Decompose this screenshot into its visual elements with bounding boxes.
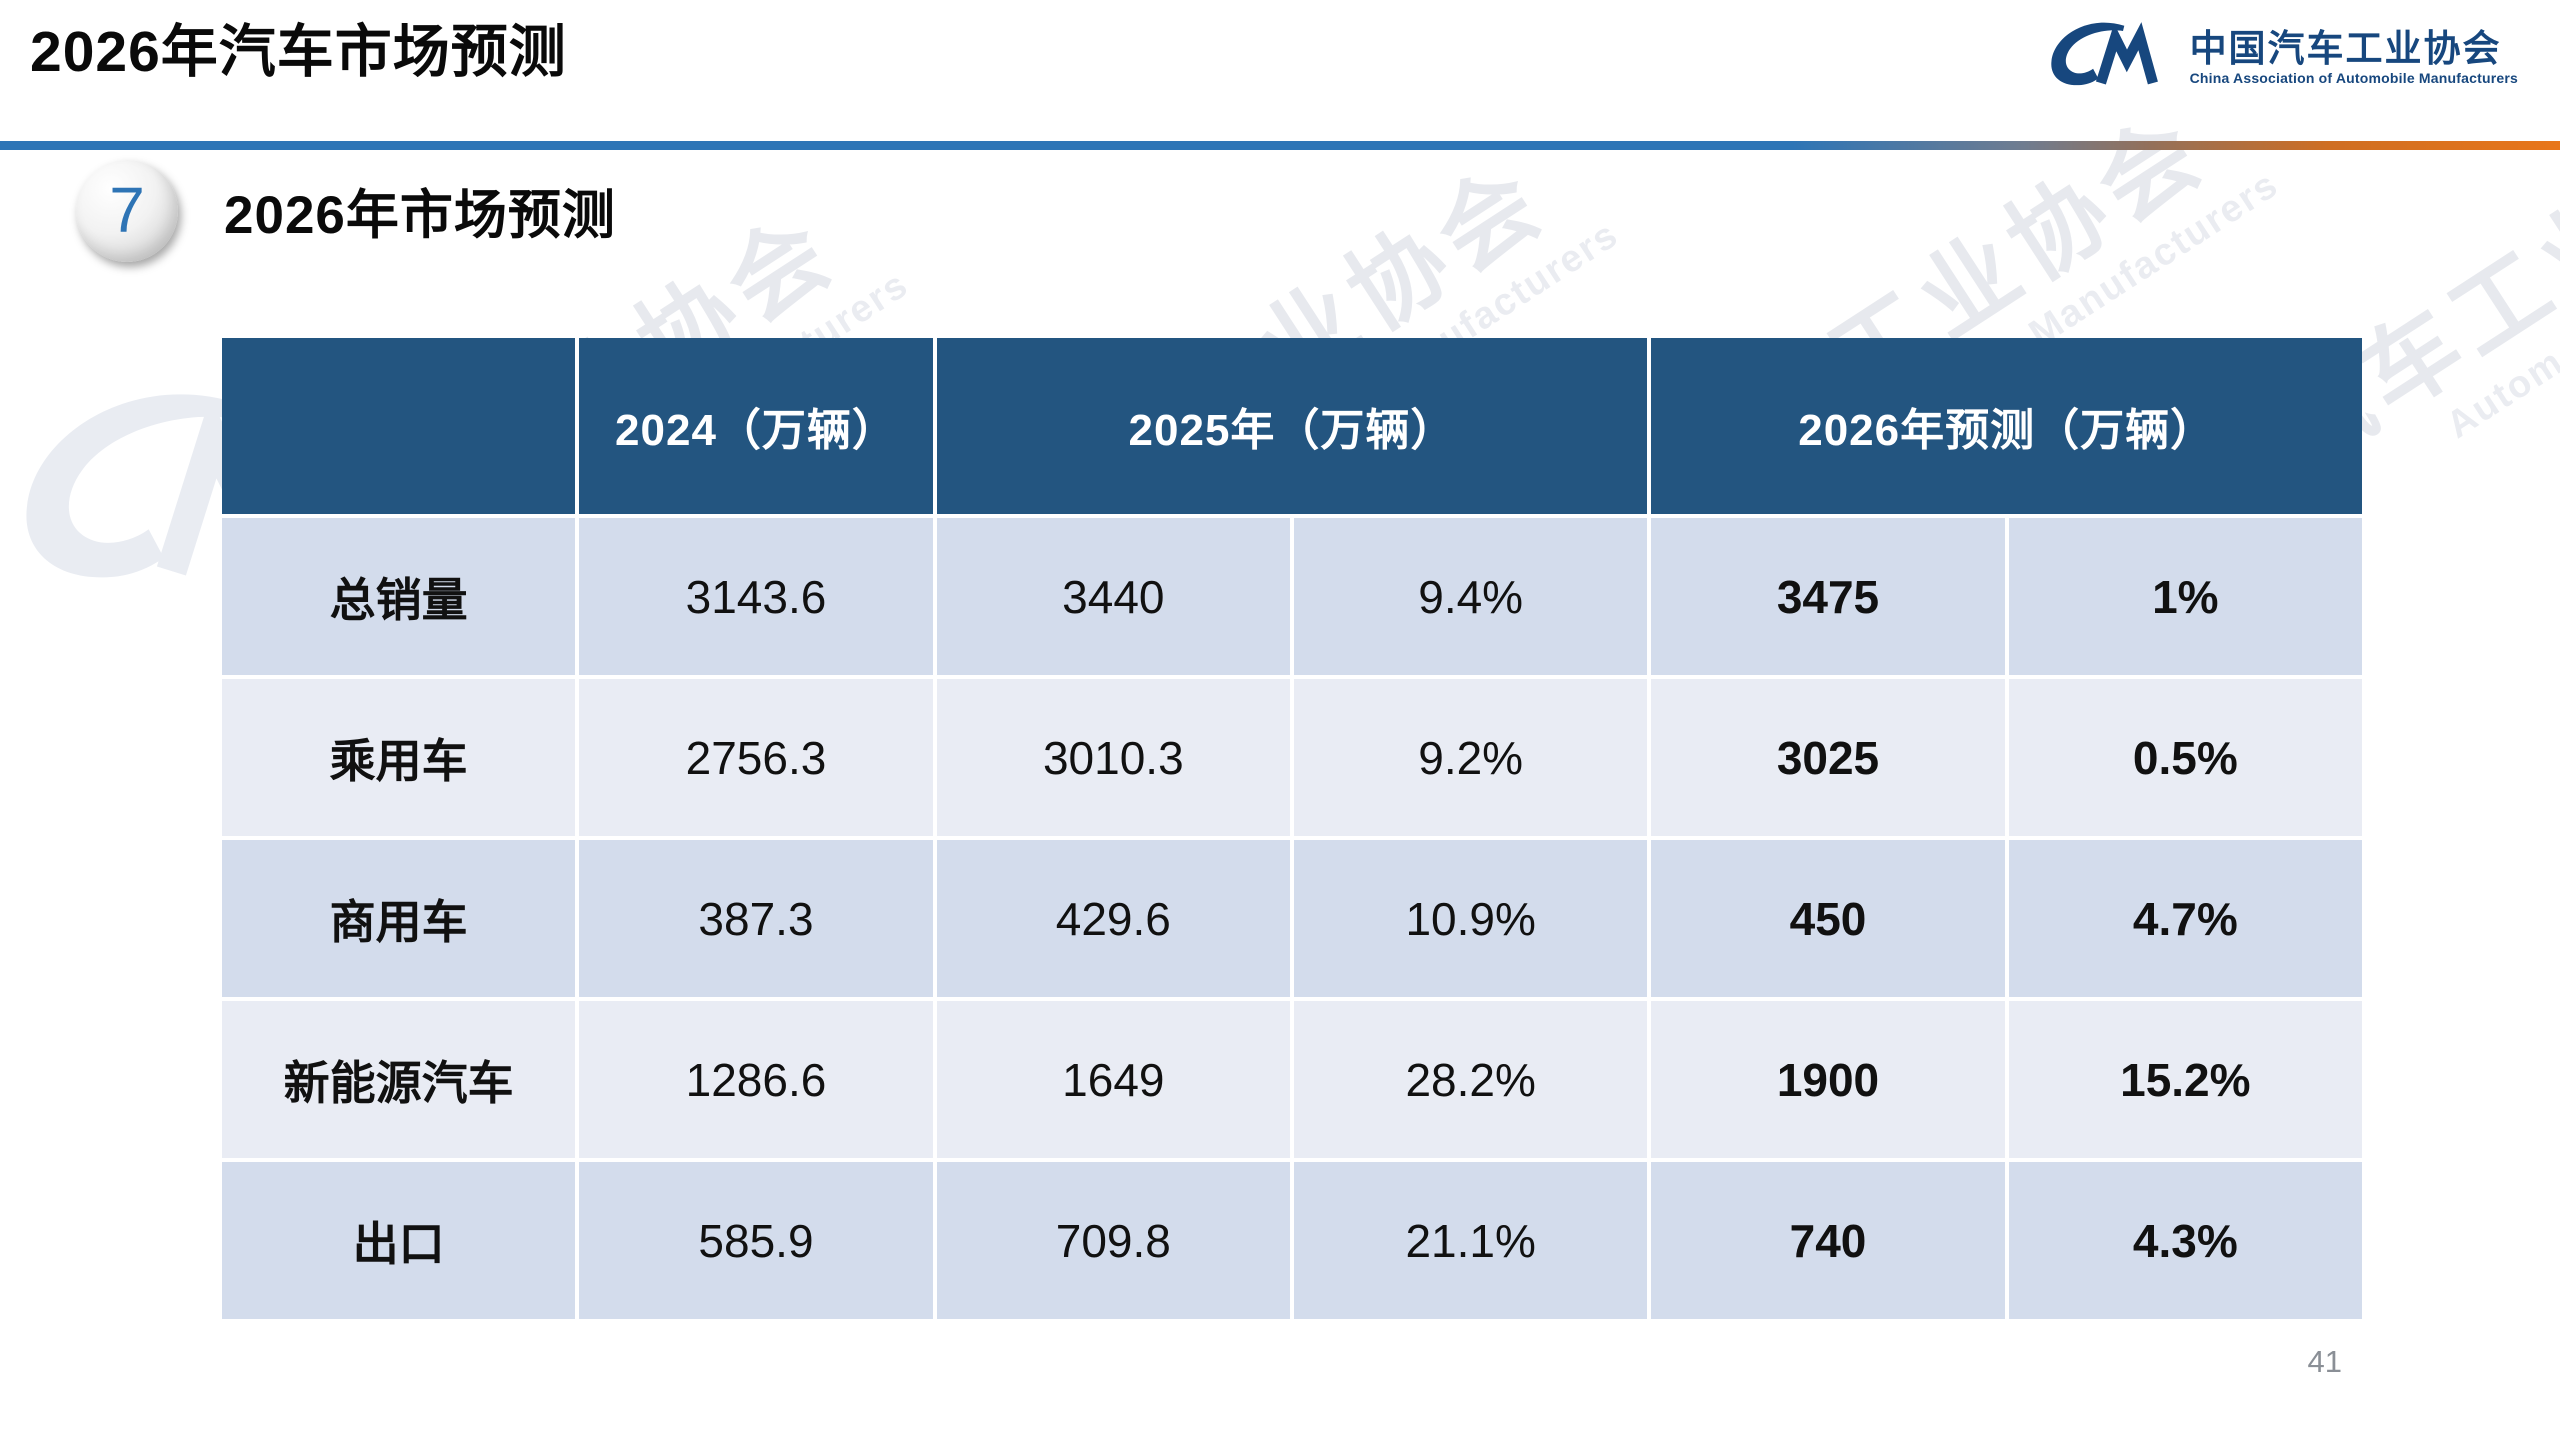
slide-title: 2026年汽车市场预测 bbox=[30, 20, 567, 84]
table-cell: 3475 bbox=[1651, 518, 2005, 675]
table-cell: 15.2% bbox=[2008, 1001, 2362, 1158]
section-number: 7 bbox=[109, 174, 145, 246]
row-label: 新能源汽车 bbox=[222, 1001, 576, 1158]
table-cell: 10.9% bbox=[1294, 840, 1648, 997]
row-label: 出口 bbox=[222, 1162, 576, 1319]
table-cell: 3143.6 bbox=[579, 518, 933, 675]
table-cell: 1900 bbox=[1651, 1001, 2005, 1158]
caam-logo: 中国汽车工业协会 China Association of Automobile… bbox=[2044, 18, 2518, 96]
table-cell: 387.3 bbox=[579, 840, 933, 997]
table-cell: 1286.6 bbox=[579, 1001, 933, 1158]
forecast-table: 2024（万辆） 2025年（万辆） 2026年预测（万辆） 总销量 3143.… bbox=[222, 338, 2362, 1319]
table-cell: 21.1% bbox=[1294, 1162, 1648, 1319]
table-header-2025: 2025年（万辆） bbox=[936, 338, 1648, 514]
table-header-empty bbox=[222, 338, 576, 514]
table-cell: 4.3% bbox=[2008, 1162, 2362, 1319]
row-label: 总销量 bbox=[222, 518, 576, 675]
table-cell: 2756.3 bbox=[579, 679, 933, 836]
section-number-badge: 7 bbox=[76, 160, 178, 262]
table-cell: 740 bbox=[1651, 1162, 2005, 1319]
table-cell: 9.4% bbox=[1294, 518, 1648, 675]
logo-name-cn: 中国汽车工业协会 bbox=[2189, 27, 2502, 69]
table-cell: 3025 bbox=[1651, 679, 2005, 836]
logo-name-en: China Association of Automobile Manufact… bbox=[2189, 70, 2518, 87]
table-cell: 585.9 bbox=[579, 1162, 933, 1319]
row-label: 乘用车 bbox=[222, 679, 576, 836]
table-cell: 450 bbox=[1651, 840, 2005, 997]
table-cell: 0.5% bbox=[2008, 679, 2362, 836]
table-header-2026: 2026年预测（万辆） bbox=[1651, 338, 2362, 514]
table-cell: 3440 bbox=[936, 518, 1290, 675]
table-cell: 1% bbox=[2008, 518, 2362, 675]
table-cell: 28.2% bbox=[1294, 1001, 1648, 1158]
title-divider bbox=[0, 141, 2560, 150]
watermark-en: Automobile Manufacturers bbox=[2439, 123, 2560, 447]
caam-logo-icon bbox=[2050, 22, 2158, 86]
table-cell: 709.8 bbox=[936, 1162, 1290, 1319]
table-cell: 3010.3 bbox=[936, 679, 1290, 836]
row-label: 商用车 bbox=[222, 840, 576, 997]
page-number: 41 bbox=[2307, 1344, 2342, 1379]
table-cell: 9.2% bbox=[1294, 679, 1648, 836]
table-header-2024: 2024（万辆） bbox=[579, 338, 933, 514]
table-cell: 4.7% bbox=[2008, 840, 2362, 997]
section-title: 2026年市场预测 bbox=[224, 186, 616, 245]
table-cell: 429.6 bbox=[936, 840, 1290, 997]
table-cell: 1649 bbox=[936, 1001, 1290, 1158]
section-heading: 7 2026年市场预测 bbox=[76, 160, 616, 262]
